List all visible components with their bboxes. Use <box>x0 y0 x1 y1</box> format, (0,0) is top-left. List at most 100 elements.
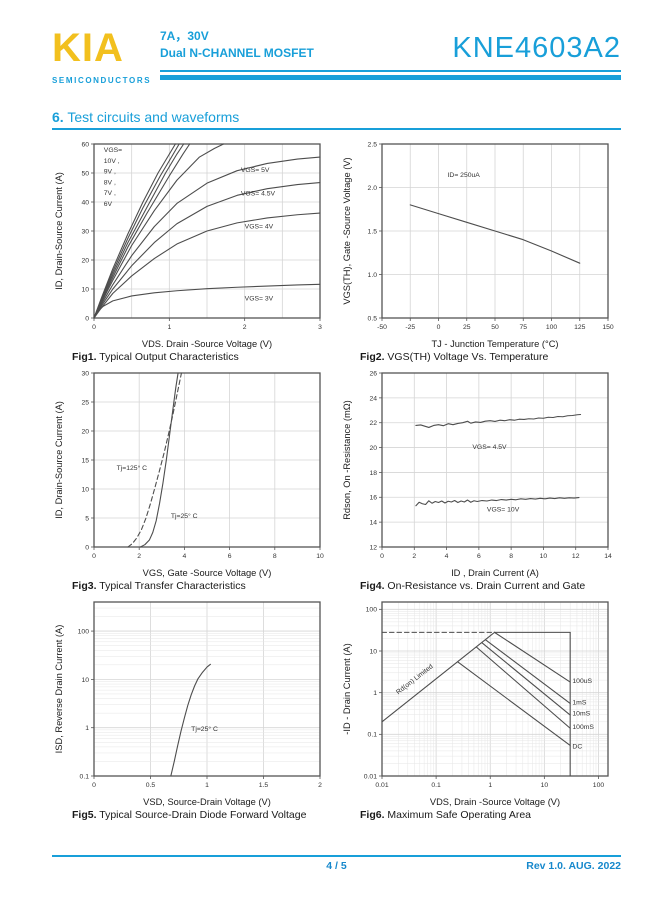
fig6-caption: Fig6. Maximum Safe Operating Area <box>360 809 622 821</box>
svg-text:2: 2 <box>412 553 416 560</box>
svg-text:ID, Drain-Source Current (A): ID, Drain-Source Current (A) <box>54 172 64 290</box>
svg-text:20: 20 <box>81 428 89 435</box>
svg-text:22: 22 <box>369 420 377 427</box>
svg-text:1: 1 <box>205 782 209 789</box>
svg-text:VDS. Drain -Source Voltage (V): VDS. Drain -Source Voltage (V) <box>142 339 272 349</box>
svg-text:75: 75 <box>519 324 527 331</box>
svg-text:2.0: 2.0 <box>368 185 378 192</box>
svg-text:50: 50 <box>81 170 89 177</box>
figure-1: 0 1 2 3 0 10 20 30 40 50 60 VGS= 10V , 9V , 8V , 7V , 6V… <box>52 136 334 363</box>
svg-text:Rd(on) Limited: Rd(on) Limited <box>395 663 435 696</box>
svg-text:18: 18 <box>369 470 377 477</box>
figure-5: 0 0.5 1 1.5 2 0.1 1 10 100 Tj=25° C VSD, Source-Dr… <box>52 594 334 821</box>
svg-text:40: 40 <box>81 199 89 206</box>
svg-text:0.01: 0.01 <box>364 773 377 780</box>
svg-text:12: 12 <box>572 553 580 560</box>
svg-text:14: 14 <box>369 520 377 527</box>
fig5-diode-forward-voltage-chart: 0 0.5 1 1.5 2 0.1 1 10 100 Tj=25° C VSD, Source-Dr… <box>54 601 322 807</box>
svg-text:50: 50 <box>491 324 499 331</box>
svg-text:10V ,: 10V , <box>104 158 120 165</box>
part-number: KNE4603A2 <box>452 32 621 64</box>
svg-text:5: 5 <box>85 515 89 522</box>
svg-text:10: 10 <box>316 553 324 560</box>
svg-text:10: 10 <box>81 486 89 493</box>
figure-2: -50 -25 0 25 50 75 100 125 150 0.5 1.0 1.5 2.0 2.5 ID=… <box>340 136 622 363</box>
svg-text:100: 100 <box>78 628 90 635</box>
section-title: 6. Test circuits and waveforms <box>52 109 621 125</box>
svg-text:14: 14 <box>604 553 612 560</box>
svg-text:8: 8 <box>509 553 513 560</box>
section-heading: 6. Test circuits and waveforms <box>52 109 621 130</box>
svg-text:-25: -25 <box>405 324 415 331</box>
svg-text:0.01: 0.01 <box>375 782 388 789</box>
svg-text:1.5: 1.5 <box>368 228 378 235</box>
svg-text:VGS, Gate -Source Voltage (V): VGS, Gate -Source Voltage (V) <box>143 568 272 578</box>
svg-text:26: 26 <box>369 370 377 377</box>
logo-subtext: SEMICONDUCTORS <box>52 76 152 85</box>
header-rule-thick <box>160 75 621 80</box>
svg-text:0: 0 <box>85 315 89 322</box>
fig4-caption-text: On-Resistance vs. Drain Current and Gate <box>384 580 586 592</box>
svg-text:VGS= 3V: VGS= 3V <box>245 296 274 303</box>
fig3-caption-text: Typical Transfer Characteristics <box>96 580 246 592</box>
svg-text:100: 100 <box>546 324 558 331</box>
part-rating: 7A，30V <box>160 29 209 43</box>
svg-text:125: 125 <box>574 324 586 331</box>
svg-text:0.5: 0.5 <box>146 782 156 789</box>
svg-text:1: 1 <box>373 690 377 697</box>
fig2-caption: Fig2. VGS(TH) Voltage Vs. Temperature <box>360 351 622 363</box>
svg-text:VGS= 4.5V: VGS= 4.5V <box>241 190 276 197</box>
svg-text:2: 2 <box>137 553 141 560</box>
fig1-caption: Fig1. Typical Output Characteristics <box>72 351 334 363</box>
fig1-caption-text: Typical Output Characteristics <box>96 351 239 363</box>
svg-text:VGS= 4.5V: VGS= 4.5V <box>472 444 507 451</box>
svg-text:1: 1 <box>488 782 492 789</box>
fig6-caption-text: Maximum Safe Operating Area <box>384 809 531 821</box>
svg-text:TJ - Junction Temperature (°C): TJ - Junction Temperature (°C) <box>431 339 558 349</box>
svg-text:0: 0 <box>92 553 96 560</box>
svg-text:12: 12 <box>369 544 377 551</box>
svg-text:100: 100 <box>593 782 605 789</box>
fig3-caption-number: Fig3. <box>72 580 97 592</box>
figure-6: 0.01 0.1 1 10 100 0.01 0.1 1 10 100 Rd(on) Limited… <box>340 594 622 821</box>
svg-text:8: 8 <box>273 553 277 560</box>
svg-text:7V ,: 7V , <box>104 190 116 197</box>
svg-text:VGS=: VGS= <box>104 147 122 154</box>
header-right: 7A，30V Dual N-CHANNEL MOSFET KNE4603A2 <box>160 26 621 80</box>
svg-text:VGS= 5V: VGS= 5V <box>241 167 270 174</box>
svg-text:Tj=125° C: Tj=125° C <box>117 464 148 472</box>
fig4-caption: Fig4. On-Resistance vs. Drain Current an… <box>360 580 622 592</box>
svg-text:10: 10 <box>369 648 377 655</box>
fig1-caption-number: Fig1. <box>72 351 97 363</box>
svg-text:VSD, Source-Drain Voltage (V): VSD, Source-Drain Voltage (V) <box>143 797 271 807</box>
svg-text:10: 10 <box>540 553 548 560</box>
fig6-safe-operating-area-chart: 0.01 0.1 1 10 100 0.01 0.1 1 10 100 Rd(on) Limited… <box>342 601 609 807</box>
figure-3: 0 2 4 6 8 10 0 5 10 15 20 25 30 Tj=125° C Tj=25° C VGS,… <box>52 365 334 592</box>
svg-text:10mS: 10mS <box>572 711 590 718</box>
svg-text:10: 10 <box>541 782 549 789</box>
svg-text:Rdson, On -Resistance (mΩ): Rdson, On -Resistance (mΩ) <box>342 400 352 520</box>
logo-block: KIA SEMICONDUCTORS <box>52 26 160 85</box>
svg-text:100mS: 100mS <box>572 724 594 731</box>
svg-text:-50: -50 <box>377 324 387 331</box>
svg-text:0: 0 <box>92 782 96 789</box>
fig2-caption-text: VGS(TH) Voltage Vs. Temperature <box>384 351 549 363</box>
svg-text:DC: DC <box>572 743 582 750</box>
svg-text:20: 20 <box>81 257 89 264</box>
footer-rule <box>52 855 621 857</box>
fig5-caption-text: Typical Source-Drain Diode Forward Volta… <box>96 809 307 821</box>
svg-text:6V: 6V <box>104 201 113 208</box>
svg-text:0: 0 <box>92 324 96 331</box>
svg-text:0: 0 <box>380 553 384 560</box>
svg-text:16: 16 <box>369 495 377 502</box>
svg-text:1: 1 <box>167 324 171 331</box>
svg-text:Tj=25° C: Tj=25° C <box>191 725 218 733</box>
header-rule-thin <box>160 70 621 72</box>
svg-text:100uS: 100uS <box>572 678 592 685</box>
svg-text:150: 150 <box>602 324 614 331</box>
svg-text:1: 1 <box>85 725 89 732</box>
svg-text:6: 6 <box>477 553 481 560</box>
svg-text:9V ,: 9V , <box>104 169 116 176</box>
charts-grid: 0 1 2 3 0 10 20 30 40 50 60 VGS= 10V , 9V , 8V , 7V , 6V… <box>52 136 621 821</box>
fig6-caption-number: Fig6. <box>360 809 385 821</box>
